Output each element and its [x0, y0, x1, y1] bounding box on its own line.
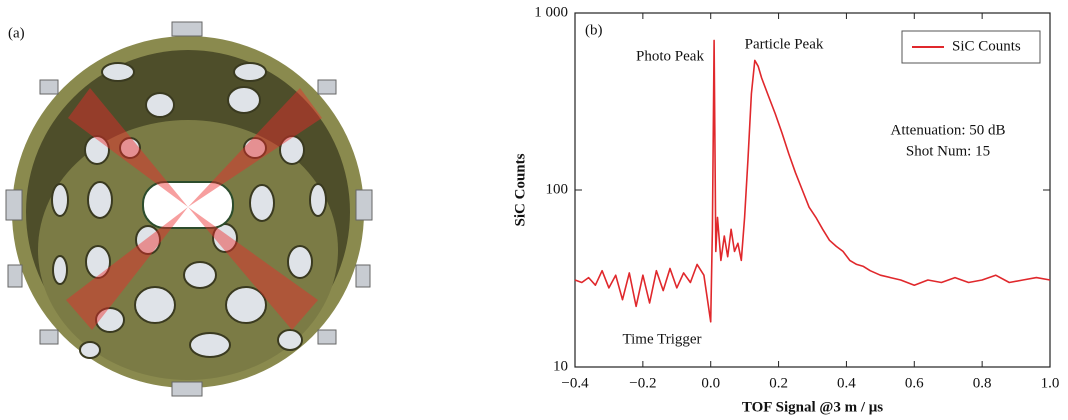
x-tick-label: 0.8 — [973, 375, 992, 391]
chart: −0.4 −0.2 0.0 0.2 0.4 0.6 0.8 1.0 10 100 1 000 TOF … — [512, 4, 1059, 415]
x-tick-label: 0.0 — [701, 375, 720, 391]
data-line — [574, 39, 1051, 323]
y-tick-label: 1 000 — [534, 4, 568, 20]
x-tick-label: −0.4 — [561, 375, 589, 391]
x-tick-label: 1.0 — [1041, 375, 1060, 391]
chamber-render — [5, 21, 373, 397]
x-tick-label: 0.4 — [837, 375, 856, 391]
holes — [51, 62, 327, 359]
x-tick-label: 0.6 — [905, 375, 924, 391]
annotation: Time Trigger — [622, 331, 701, 347]
plot-frame — [574, 12, 1051, 368]
annotation: Shot Num: 15 — [906, 143, 990, 159]
x-axis-label: TOF Signal @3 m / μs — [742, 399, 883, 415]
annotation: Photo Peak — [636, 48, 704, 64]
annotation: Attenuation: 50 dB — [891, 122, 1006, 138]
y-tick-label: 100 — [546, 181, 569, 197]
x-tick-label: −0.2 — [629, 375, 656, 391]
panel-label: (a) — [8, 25, 25, 41]
x-tick-label: 0.2 — [769, 375, 788, 391]
flanges — [5, 21, 373, 397]
panel-label: (b) — [585, 22, 603, 38]
y-axis-label: SiC Counts — [512, 153, 528, 226]
y-tick-label: 10 — [553, 358, 568, 374]
beams — [66, 88, 322, 330]
annotation: Particle Peak — [745, 36, 824, 52]
legend-label: SiC Counts — [952, 38, 1021, 54]
center-port — [142, 181, 234, 229]
